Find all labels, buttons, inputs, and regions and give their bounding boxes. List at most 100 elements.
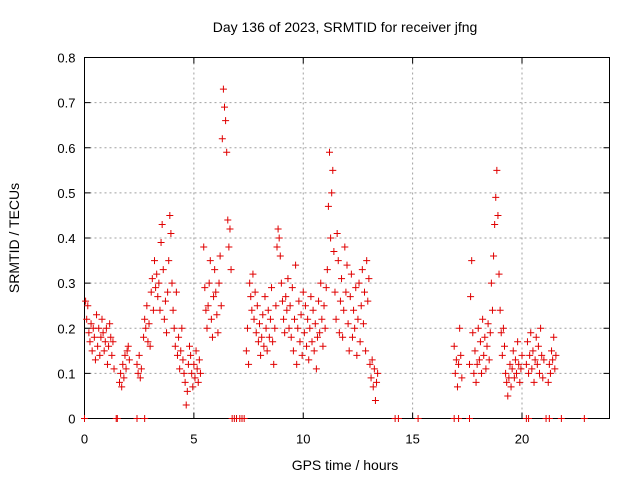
data-point bbox=[123, 347, 131, 355]
data-point bbox=[318, 315, 326, 323]
data-point bbox=[156, 306, 164, 314]
data-point bbox=[84, 302, 92, 310]
data-point bbox=[175, 333, 183, 341]
x-tick-label: 5 bbox=[190, 432, 197, 447]
y-axis-label: SRMTID / TECUs bbox=[6, 183, 22, 293]
data-point bbox=[102, 324, 110, 332]
data-point bbox=[497, 329, 505, 337]
data-point bbox=[501, 342, 508, 350]
data-point bbox=[344, 320, 352, 328]
data-point bbox=[552, 351, 560, 359]
data-point bbox=[374, 369, 382, 377]
data-point bbox=[248, 306, 256, 314]
data-point bbox=[195, 356, 203, 364]
data-point bbox=[339, 333, 347, 341]
grid bbox=[84, 57, 610, 419]
data-point bbox=[545, 360, 553, 368]
data-point bbox=[121, 351, 129, 359]
data-point bbox=[223, 148, 231, 156]
data-point bbox=[136, 374, 144, 382]
data-point bbox=[144, 338, 152, 346]
data-point bbox=[326, 148, 333, 156]
data-point bbox=[332, 315, 340, 323]
y-tick-label: 0.7 bbox=[57, 96, 75, 111]
data-point bbox=[251, 288, 259, 296]
data-point bbox=[549, 356, 557, 364]
data-point bbox=[291, 315, 298, 323]
data-point bbox=[308, 338, 316, 346]
data-point bbox=[362, 347, 370, 355]
data-point bbox=[100, 347, 108, 355]
data-point bbox=[257, 351, 265, 359]
data-point bbox=[249, 270, 257, 278]
y-tick-label: 0.3 bbox=[57, 276, 75, 291]
data-point bbox=[511, 356, 519, 364]
data-point bbox=[471, 347, 479, 355]
data-point bbox=[548, 347, 556, 355]
data-point bbox=[146, 342, 154, 350]
data-point bbox=[135, 351, 143, 359]
data-point bbox=[367, 374, 375, 382]
data-point bbox=[355, 279, 363, 287]
data-point bbox=[285, 324, 293, 332]
data-point bbox=[486, 329, 494, 337]
data-point bbox=[87, 320, 95, 328]
data-point bbox=[172, 288, 180, 296]
data-point bbox=[496, 306, 504, 314]
data-point bbox=[97, 333, 105, 341]
data-point bbox=[322, 284, 330, 292]
data-point bbox=[492, 193, 500, 201]
data-point bbox=[499, 324, 507, 332]
data-point bbox=[523, 338, 531, 346]
data-point bbox=[515, 360, 523, 368]
data-point bbox=[140, 333, 148, 341]
data-point bbox=[528, 365, 536, 373]
data-point bbox=[513, 369, 521, 377]
data-point bbox=[91, 356, 99, 364]
data-point bbox=[514, 338, 522, 346]
data-point bbox=[292, 261, 300, 269]
data-point bbox=[295, 297, 303, 305]
data-point bbox=[350, 306, 358, 314]
data-point bbox=[536, 369, 543, 377]
data-point bbox=[256, 320, 263, 328]
data-point bbox=[99, 329, 107, 337]
data-point bbox=[158, 220, 166, 228]
data-point bbox=[527, 329, 535, 337]
data-point bbox=[170, 324, 178, 332]
data-point bbox=[282, 293, 290, 301]
data-point bbox=[517, 365, 525, 373]
data-point bbox=[309, 306, 317, 314]
data-point bbox=[113, 415, 121, 422]
data-point bbox=[354, 315, 362, 323]
data-point bbox=[288, 284, 296, 292]
data-point bbox=[320, 302, 328, 310]
data-point bbox=[260, 342, 268, 350]
data-point bbox=[469, 329, 477, 337]
data-point bbox=[148, 275, 156, 283]
data-point bbox=[346, 293, 354, 301]
data-point bbox=[551, 365, 559, 373]
x-axis-label: GPS time / hours bbox=[292, 457, 399, 473]
data-point bbox=[490, 252, 498, 260]
data-point bbox=[488, 306, 496, 314]
y-tick-label: 0.8 bbox=[57, 51, 75, 66]
data-point bbox=[317, 279, 325, 287]
data-point bbox=[340, 306, 348, 314]
data-point bbox=[224, 216, 232, 224]
axis-ticks: 0 0.1 0.2 0.3 0.4 0.5 0.6 0.7 0.8 0 5 10 15 20 bbox=[57, 51, 610, 447]
data-point bbox=[278, 297, 286, 305]
data-point bbox=[540, 356, 548, 364]
data-point bbox=[312, 365, 320, 373]
data-point bbox=[311, 320, 319, 328]
data-point bbox=[188, 369, 196, 377]
data-point bbox=[480, 351, 488, 359]
data-point bbox=[315, 297, 323, 305]
data-point bbox=[133, 360, 141, 368]
data-point bbox=[200, 243, 208, 251]
data-point bbox=[518, 351, 526, 359]
data-point bbox=[293, 360, 301, 368]
data-point bbox=[509, 347, 517, 355]
data-point bbox=[164, 288, 172, 296]
data-point bbox=[286, 302, 294, 310]
